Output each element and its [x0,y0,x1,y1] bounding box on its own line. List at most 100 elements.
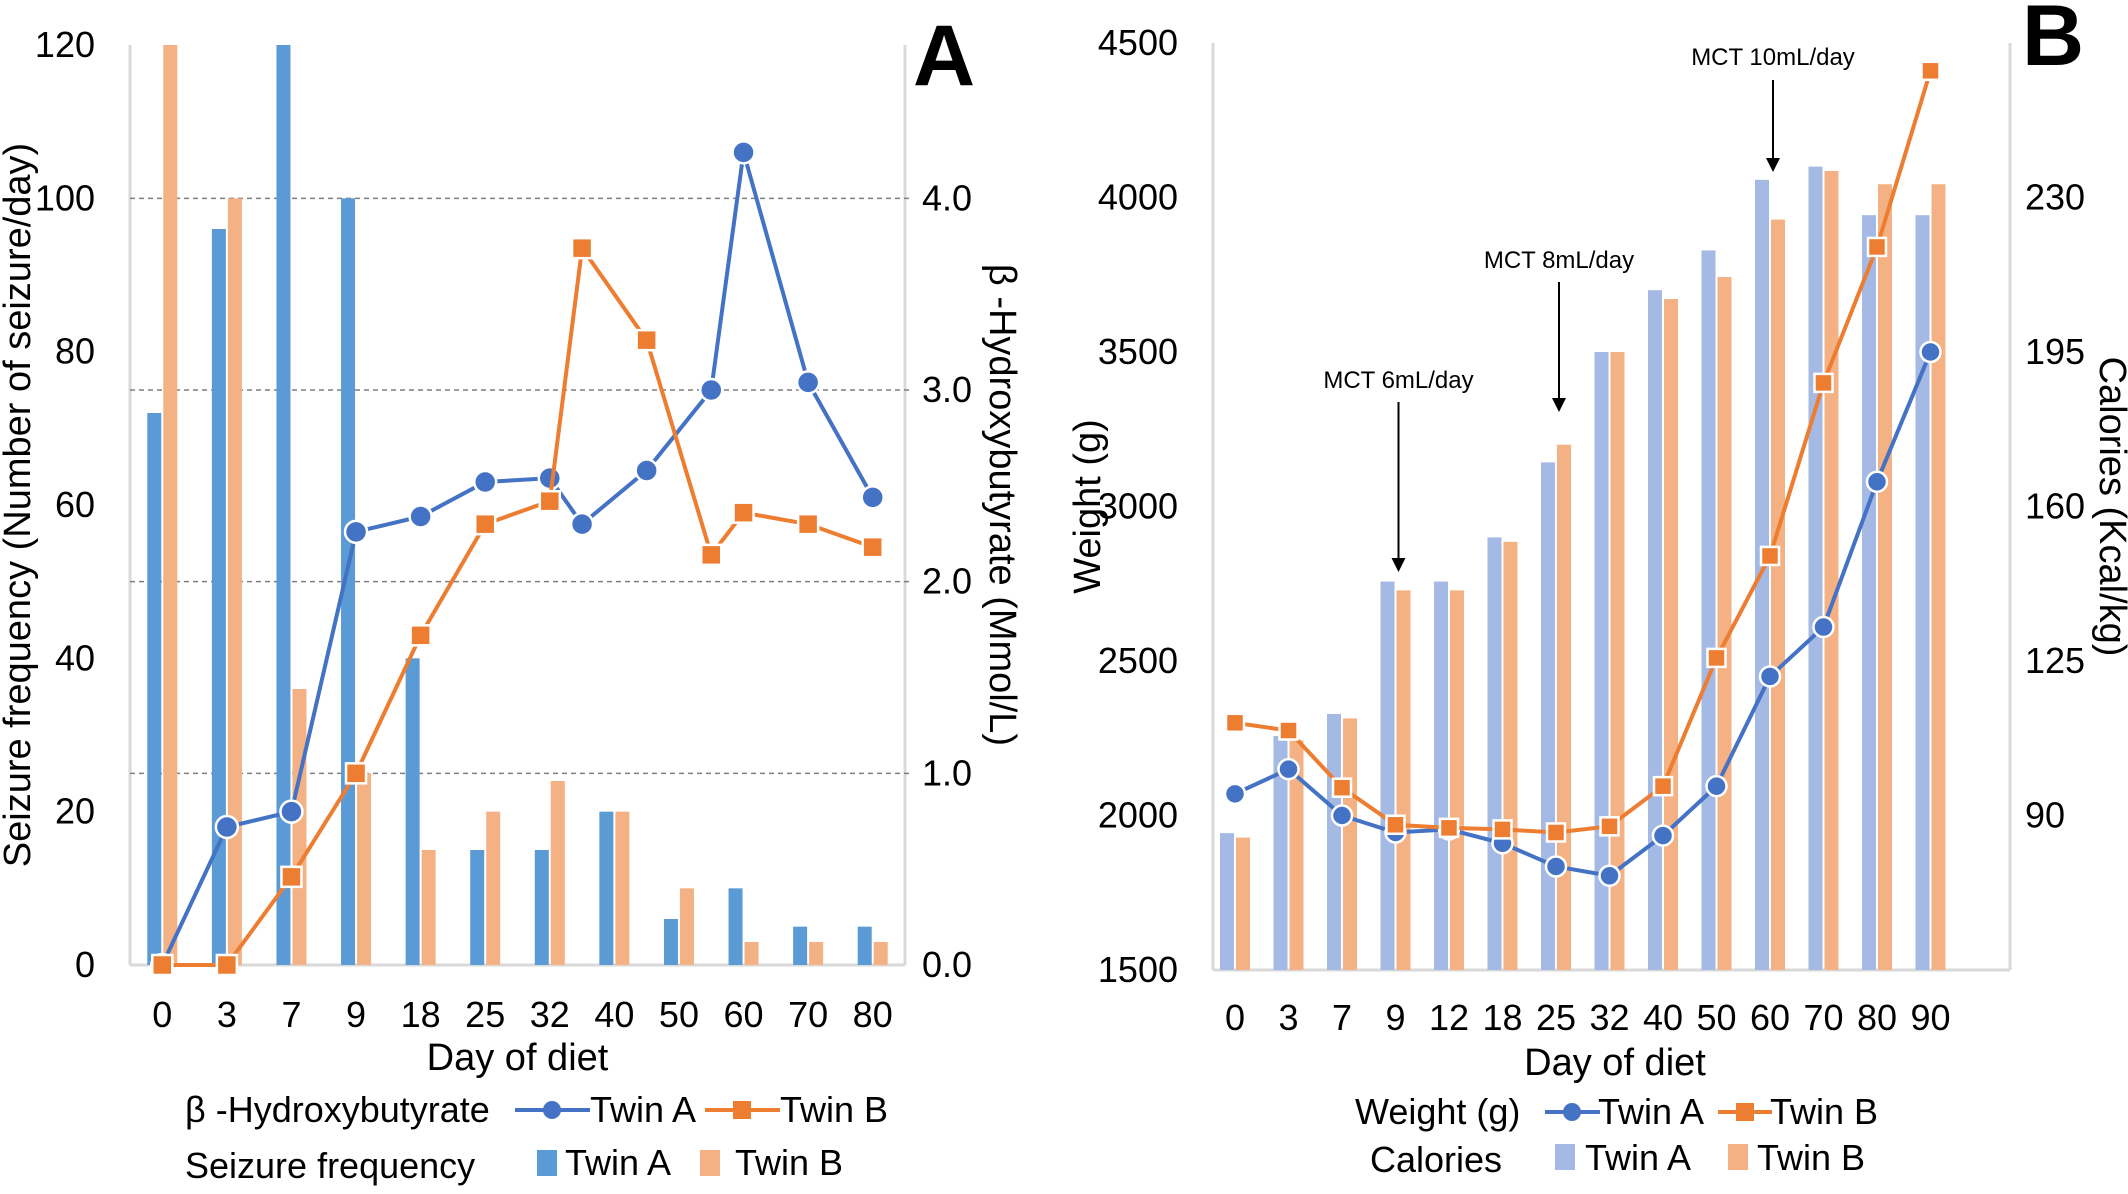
panel-a-legend-label-twin-b: Twin B [780,1089,888,1130]
panel-a-line-twin-b [162,242,874,967]
panel-a-left-tick-label: 120 [35,24,95,65]
panel-b-point-twin-b [1331,777,1353,798]
panel-b-point-twin-b [1224,712,1246,734]
panel-b-point-twin-a [1277,757,1300,781]
panel-b-x-axis-title: Day of diet [1524,1042,1706,1084]
panel-b-point-twin-b [1492,819,1513,840]
panel-a-bar-twin-b [550,781,565,965]
panel-b-bar-twin-a [1701,250,1716,970]
panel-b-left-axis-title: Weight (g) [1067,419,1109,594]
panel-b-x-tick-label: 80 [1857,997,1897,1038]
panel-b-bar-twin-a [1648,290,1662,970]
panel-a-point-twin-a [343,519,369,545]
panel-b-point-twin-b [1920,60,1941,82]
panel-a-point-twin-b [796,512,820,536]
panel-b-bar-twin-a [1862,215,1876,970]
panel-a-bar-twin-a [147,413,162,965]
panel-b-left-tick-label: 4000 [1098,177,1178,218]
panel-a-point-twin-b [570,236,594,260]
panel-a-point-twin-b [861,535,884,559]
panel-a-point-twin-b [635,328,658,352]
panel-b-bar-twin-a [1434,581,1448,970]
panel-a-bar-twin-b [486,811,501,965]
panel-a-legend-marker-twin-b [733,1101,751,1119]
panel-a-point-twin-b [473,512,497,536]
panel-b-left-tick-label: 3500 [1098,331,1178,372]
panel-b-bar-twin-b [1236,837,1250,970]
panel-a-x-tick-label: 25 [465,994,505,1035]
panel-b-x-tick-label: 90 [1910,997,1950,1038]
panel-b-bar-twin-b [1717,276,1732,970]
panel-b-point-twin-a [1223,782,1247,806]
panel-a-bar-twin-b [292,689,307,965]
panel-b-legend-bar-label-twin-a: Twin A [1585,1137,1691,1178]
panel-b-right-tick-label: 230 [2025,177,2085,218]
panel-b-point-twin-b [1599,816,1620,837]
panel-b-bar-twin-a [1220,833,1234,970]
panel-a-point-twin-a [214,814,240,840]
panel-b-bar-twin-a [1380,581,1395,970]
panel-a-point-twin-b [409,624,432,647]
panel-a-right-tick-label: 0.0 [922,944,972,985]
panel-b-point-twin-b [1866,236,1888,258]
panel-b-point-twin-a [1544,855,1568,878]
panel-a-x-tick-label: 40 [594,994,634,1035]
panel-b-bar-twin-b [1289,740,1304,970]
panel-a-legend-bar-label-twin-b: Twin B [735,1142,843,1183]
panel-b-x-tick-label: 70 [1803,997,1843,1038]
panel-b-x-tick-label: 50 [1696,997,1736,1038]
panel-b-bar-twin-a [1808,166,1823,971]
panel-b-annotation-arrow-head [1766,158,1780,172]
panel-a-right-tick-label: 1.0 [922,752,972,793]
panel-a-point-twin-b [151,953,174,977]
panel-b-right-tick-label: 195 [2025,331,2085,372]
panel-a-left-tick-label: 80 [55,331,95,372]
panel-a-point-twin-b [215,953,239,977]
panel-b-point-twin-a [1705,774,1728,798]
panel-b-right-tick-label: 90 [2025,795,2065,836]
panel-a-bar-twin-b [873,942,888,965]
panel-a-left-tick-label: 0 [75,944,95,985]
panel-b-point-twin-b [1545,822,1567,843]
panel-b-point-twin-b [1438,817,1460,839]
panel-b-letter: B [2022,0,2084,84]
panel-b-bar-twin-a [1327,713,1341,970]
panel-b-bar-twin-a [1915,215,1930,970]
panel-a-bar-twin-a [211,229,226,965]
panel-b-point-twin-a [1651,824,1675,847]
panel-a-point-twin-a [731,140,756,165]
panel-a-left-tick-label: 60 [55,484,95,525]
panel-a-bar-twin-b [615,811,630,965]
panel-a-point-twin-a [795,370,821,395]
panel-a-point-twin-b [538,489,562,513]
panel-b-bar-twin-b [1824,171,1839,970]
panel-a-legend-swatch-twin-a [537,1150,557,1176]
panel-b-x-tick-label: 7 [1332,997,1352,1038]
panel-b-bar-twin-b [1557,444,1571,970]
panel-a-right-tick-label: 4.0 [922,177,972,218]
panel-a-legend-label-twin-a: Twin A [590,1089,696,1130]
panel-b-left-tick-label: 2500 [1098,640,1178,681]
panel-a-x-axis-title: Day of diet [427,1037,609,1079]
panel-a-x-tick-label: 7 [281,994,301,1035]
panel-a-point-twin-a [408,504,433,529]
panel-a-bar-twin-a [857,926,872,965]
panel-a-bar-twin-a [599,811,614,965]
panel-b-bar-twin-a [1594,352,1609,970]
panel-b-annotation-label: MCT 6mL/day [1323,367,1473,394]
panel-a-legend-marker-twin-a [543,1101,561,1119]
panel-a-point-twin-a [860,485,885,510]
panel-a: A 0 20 40 60 80 100 120 0.0 1.0 2.0 3.0 4.0 0 3 7 9 18 25… [0,8,1023,1186]
panel-b-legend-bar-title: Calories [1370,1139,1502,1180]
panel-b-point-twin-a [1812,615,1835,639]
panel-b-point-twin-b [1706,647,1727,669]
panel-a-right-tick-label: 2.0 [922,561,972,602]
panel-a-bar-twin-a [728,888,743,965]
panel-a-bar-twin-a [405,658,420,965]
panel-b-left-tick-label: 3000 [1098,486,1178,527]
panel-a-bar-twin-a [470,850,485,965]
panel-b-legend-line-title: Weight (g) [1355,1091,1520,1132]
panel-b-legend-marker-twin-a [1563,1103,1581,1121]
panel-a-x-tick-label: 70 [788,994,828,1035]
